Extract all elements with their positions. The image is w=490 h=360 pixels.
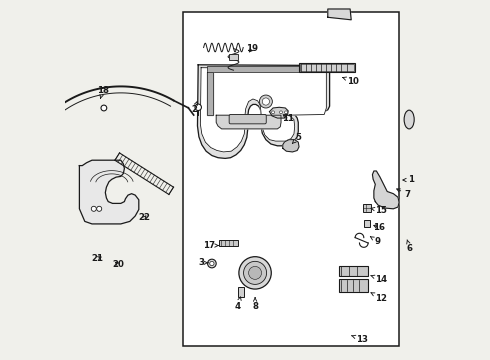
Bar: [300, 64, 354, 71]
Bar: [229, 54, 238, 60]
Circle shape: [195, 104, 201, 111]
Polygon shape: [216, 115, 281, 129]
Bar: [299, 63, 355, 72]
Text: 19: 19: [246, 44, 258, 53]
Circle shape: [244, 261, 267, 284]
Text: 10: 10: [343, 77, 359, 85]
Bar: [183, 12, 399, 346]
Circle shape: [97, 206, 102, 211]
FancyBboxPatch shape: [229, 114, 266, 124]
Polygon shape: [79, 160, 139, 224]
Bar: [207, 66, 326, 72]
Circle shape: [271, 111, 274, 114]
Text: 3: 3: [198, 258, 208, 267]
Circle shape: [259, 95, 272, 108]
Circle shape: [91, 206, 97, 211]
Text: 11: 11: [282, 114, 294, 123]
Text: 2: 2: [191, 101, 197, 114]
Text: 8: 8: [252, 298, 258, 311]
Text: 1: 1: [403, 175, 415, 184]
Circle shape: [285, 111, 288, 114]
Polygon shape: [197, 65, 330, 158]
Circle shape: [248, 266, 262, 279]
Text: 18: 18: [97, 86, 109, 98]
Circle shape: [208, 259, 216, 268]
Polygon shape: [328, 9, 351, 20]
Polygon shape: [283, 140, 299, 152]
Text: 14: 14: [371, 274, 387, 284]
Bar: [363, 204, 371, 212]
Text: 5: 5: [293, 133, 301, 143]
Bar: [238, 287, 244, 297]
Polygon shape: [270, 107, 288, 118]
Text: 4: 4: [235, 297, 241, 311]
Text: 15: 15: [371, 206, 387, 215]
Bar: [339, 279, 368, 292]
Polygon shape: [200, 68, 326, 152]
Text: 7: 7: [397, 189, 411, 199]
Text: 13: 13: [352, 335, 368, 343]
Circle shape: [210, 261, 214, 266]
Polygon shape: [372, 171, 399, 209]
Bar: [364, 220, 370, 227]
Bar: [339, 266, 368, 276]
Polygon shape: [207, 72, 213, 115]
Text: 21: 21: [92, 254, 103, 263]
Text: 9: 9: [370, 237, 380, 246]
Text: 17: 17: [203, 241, 218, 250]
Text: 16: 16: [373, 223, 385, 232]
Circle shape: [280, 111, 282, 114]
Text: 6: 6: [407, 240, 413, 253]
Ellipse shape: [404, 110, 414, 129]
Text: 12: 12: [371, 293, 387, 302]
Text: 20: 20: [112, 260, 124, 269]
Circle shape: [262, 98, 270, 105]
Circle shape: [239, 257, 271, 289]
Circle shape: [101, 105, 107, 111]
Bar: [219, 240, 238, 246]
Text: 22: 22: [138, 213, 150, 222]
